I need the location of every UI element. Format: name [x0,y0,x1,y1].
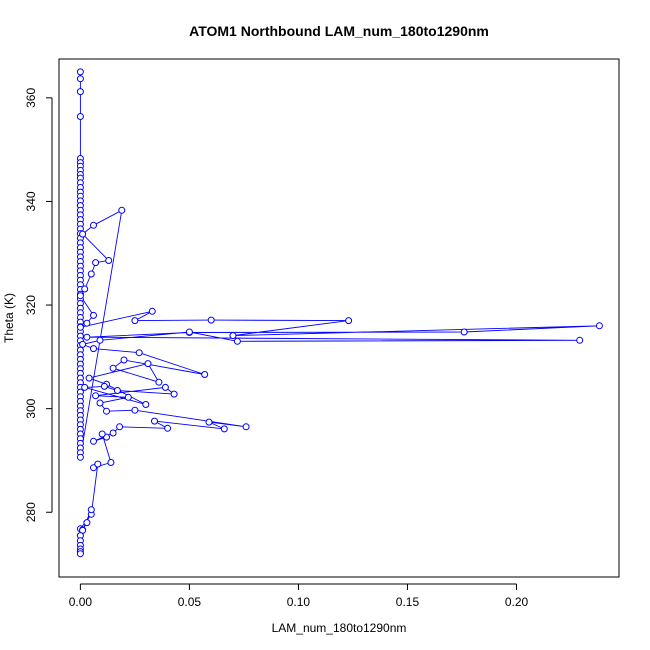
data-point [242,423,250,431]
data-point [151,417,158,425]
data-point [185,328,193,336]
data-point [220,425,228,433]
data-point [90,221,97,229]
y-tick-label: 320 [24,295,38,315]
data-point [161,383,169,391]
y-tick-label: 280 [24,502,38,522]
data-point [103,407,110,415]
data-point [144,360,152,368]
data-point [76,68,84,76]
data-point [120,356,128,364]
data-point [90,437,97,445]
data-point [83,319,91,327]
chart-title: ATOM1 Northbound LAM_num_180to1290nm [189,23,489,39]
y-axis: 280 300 320 340 360 [24,88,53,522]
data-point [576,336,584,344]
y-tick-label: 360 [24,88,38,108]
x-tick-label: 0.15 [396,595,420,609]
data-point [595,322,603,330]
data-point [76,292,84,300]
data-point [109,429,117,437]
data-point [131,317,139,325]
series-layer [76,68,603,558]
data-point [148,307,156,315]
data-point [135,349,143,357]
data-point [116,423,124,431]
data-point [83,519,91,527]
data-point [205,418,213,426]
data-point [201,371,209,378]
plot-frame [58,58,620,578]
data-point [81,383,89,391]
data-point [124,393,132,401]
data-point [113,387,121,394]
data-point [81,285,89,293]
data-point [107,459,115,466]
data-point [83,333,91,341]
data-point [90,345,97,353]
data-point [90,311,97,319]
data-point [345,317,353,325]
x-tick-label: 0.10 [287,595,311,609]
data-point [109,364,117,372]
data-point [98,430,106,438]
data-point [87,506,95,514]
data-point [92,392,100,400]
data-point [79,230,87,238]
data-point [131,406,139,414]
data-point [87,270,95,278]
data-point [233,337,241,345]
data-point [170,390,178,398]
data-point [76,75,84,83]
data-point [207,316,215,324]
data-point [76,550,84,558]
data-point [76,453,84,461]
data-point [96,336,104,344]
data-point [96,399,104,407]
data-point [90,464,97,472]
y-axis-label: Theta (K) [2,293,16,343]
data-point [155,378,163,386]
y-tick-label: 300 [24,398,38,418]
x-tick-label: 0.05 [178,595,202,609]
data-point [142,401,150,408]
x-tick-label: 0.00 [69,595,93,609]
data-point [460,328,468,336]
data-point [79,340,87,348]
data-point [105,257,113,264]
data-point [92,259,100,267]
data-point [76,88,84,96]
data-point [164,424,172,432]
data-point [118,206,126,214]
data-point [76,113,84,120]
x-tick-label: 0.20 [505,595,529,609]
x-axis: 0.00 0.05 0.10 0.15 0.20 [69,583,529,609]
data-point [94,460,102,468]
data-point [85,374,93,382]
data-point [229,332,237,340]
x-axis-label: LAM_num_180to1290nm [272,621,407,635]
data-point [100,382,108,390]
y-tick-label: 340 [24,191,38,211]
data-point [76,323,84,331]
